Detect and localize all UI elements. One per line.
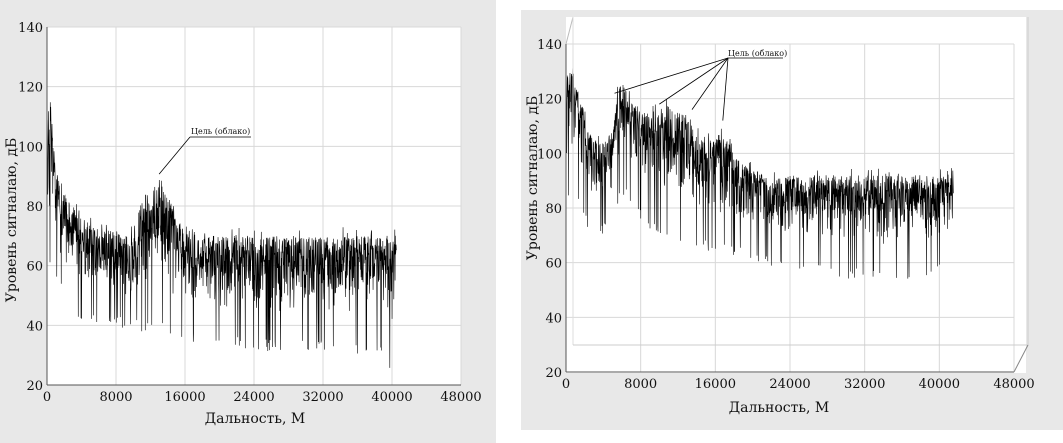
x-tick-label: 40000	[919, 377, 960, 392]
depth-edge	[1013, 344, 1029, 373]
x-axis-title: Дальность, М	[729, 400, 829, 416]
x-tick-label: 24000	[233, 390, 274, 405]
y-tick-label: 140	[18, 21, 43, 36]
x-tick-label: 8000	[99, 390, 132, 405]
x-tick-label: 48000	[440, 390, 481, 405]
y-tick-label: 80	[26, 200, 43, 215]
signal-trace	[565, 68, 954, 279]
annotation-leader	[691, 57, 729, 110]
chart-right: 20 40 60 80 100 120 140 0 8000 16000 24000 32000 40…	[521, 10, 1063, 430]
chart-left: 20 40 60 80 100 120 140 0 8000 16000 24000 32000 40…	[0, 0, 496, 443]
y-tick-label: 120	[18, 81, 43, 96]
x-tick-label: 24000	[769, 377, 810, 392]
y-tick-label: 20	[545, 366, 562, 381]
x-tick-label: 48000	[993, 377, 1034, 392]
y-tick-label: 100	[18, 140, 43, 155]
x-tick-label: 40000	[371, 390, 412, 405]
annotation-leader	[614, 57, 729, 94]
y-tick-label: 80	[545, 202, 562, 217]
x-tick-label: 0	[562, 377, 570, 392]
x-tick-label: 8000	[624, 377, 657, 392]
y-tick-label: 60	[26, 260, 43, 275]
x-tick-label: 16000	[695, 377, 736, 392]
annotation-label: Цель (облако)	[728, 49, 787, 58]
signal-trace	[46, 102, 397, 368]
x-tick-label: 32000	[302, 390, 343, 405]
y-tick-label: 40	[26, 319, 43, 334]
annotation-leader	[659, 57, 729, 105]
y-tick-label: 120	[537, 93, 562, 108]
x-axis-title: Дальность, М	[205, 411, 305, 427]
y-tick-label: 20	[26, 379, 43, 394]
annotation-leader	[722, 57, 729, 121]
x-tick-label: 32000	[844, 377, 885, 392]
y-tick-label: 60	[545, 257, 562, 272]
annotation-leader	[158, 136, 191, 175]
y-axis-title: Уровень сигналаю, дБ	[4, 138, 20, 303]
x-tick-label: 16000	[164, 390, 205, 405]
y-tick-label: 100	[537, 147, 562, 162]
depth-edge	[565, 16, 574, 45]
annotation-label: Цель (облако)	[191, 127, 250, 136]
x-tick-label: 0	[43, 390, 51, 405]
y-tick-label: 40	[545, 311, 562, 326]
y-axis-title: Уровень сигналаю, дБ	[525, 96, 541, 261]
y-tick-label: 140	[537, 38, 562, 53]
